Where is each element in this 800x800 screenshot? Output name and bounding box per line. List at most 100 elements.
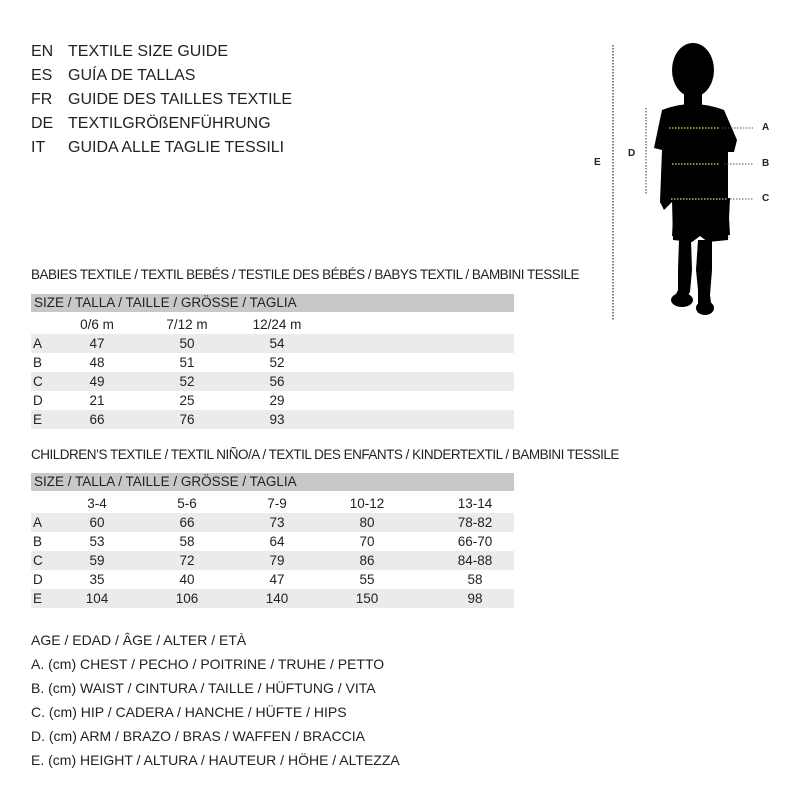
row-label: A: [33, 515, 43, 530]
table-row: C 59 72 79 86 84-88: [31, 551, 514, 570]
table-cell: 56: [269, 374, 285, 389]
table-row: E 66 76 93: [31, 410, 514, 429]
table-cell: 78-82: [457, 515, 493, 530]
label-e: E: [594, 157, 601, 168]
table-cell: 59: [89, 553, 105, 568]
table-cell: 21: [89, 393, 105, 408]
column-header: 3-4: [87, 496, 107, 511]
size-header: SIZE / TALLA / TAILLE / GRÖSSE / TAGLIA: [31, 473, 514, 491]
babies-section-title: BABIES TEXTILE / TEXTIL BEBÉS / TESTILE …: [31, 267, 579, 282]
table-cell: 55: [359, 572, 375, 587]
table-row: B 53 58 64 70 66-70: [31, 532, 514, 551]
column-header-row: 0/6 m 7/12 m 12/24 m: [31, 315, 514, 334]
table-cell: 140: [265, 591, 289, 606]
lang-code: FR: [31, 91, 53, 108]
table-cell: 49: [89, 374, 105, 389]
label-a: A: [762, 122, 770, 133]
legend-age: AGE / EDAD / ÂGE / ALTER / ETÀ: [31, 632, 247, 648]
label-c: C: [762, 193, 770, 204]
table-cell: 76: [179, 412, 195, 427]
table-cell: 93: [269, 412, 285, 427]
row-label: B: [33, 534, 43, 549]
table-cell: 50: [179, 336, 195, 351]
table-cell: 54: [269, 336, 285, 351]
legend-waist: B. (cm) WAIST / CINTURA / TAILLE / HÜFTU…: [31, 680, 376, 696]
column-header: 7-9: [267, 496, 287, 511]
lang-code: IT: [31, 139, 46, 156]
measurement-legend: AGE / EDAD / ÂGE / ALTER / ETÀ A. (cm) C…: [31, 628, 400, 772]
row-label: E: [33, 412, 43, 427]
table-cell: 84-88: [457, 553, 493, 568]
table-cell: 53: [89, 534, 105, 549]
column-header: 13-14: [457, 496, 493, 511]
table-cell: 47: [269, 572, 285, 587]
table-cell: 52: [269, 355, 285, 370]
table-cell: 72: [179, 553, 195, 568]
row-label: D: [33, 393, 43, 408]
column-header: 0/6 m: [80, 317, 114, 332]
legend-height: E. (cm) HEIGHT / ALTURA / HAUTEUR / HÖHE…: [31, 752, 400, 768]
table-cell: 64: [269, 534, 285, 549]
row-label-spacer: [31, 315, 52, 334]
lang-fr: FR GUIDE DES TAILLES TEXTILE: [31, 88, 292, 112]
lang-code: DE: [31, 115, 54, 132]
legend-arm: D. (cm) ARM / BRAZO / BRAS / WAFFEN / BR…: [31, 728, 365, 744]
table-cell: 47: [89, 336, 105, 351]
table-cell: 80: [359, 515, 375, 530]
measure-leader-lines: [722, 127, 753, 200]
table-row: A 47 50 54: [31, 334, 514, 353]
label-d: D: [628, 148, 636, 159]
table-cell: 58: [179, 534, 195, 549]
lang-it: IT GUIDA ALLE TAGLIE TESSILI: [31, 136, 292, 160]
table-cell: 98: [467, 591, 483, 606]
table-cell: 25: [179, 393, 195, 408]
lang-title: GUÍA DE TALLAS: [68, 67, 196, 84]
lang-title: TEXTILE SIZE GUIDE: [68, 43, 229, 60]
table-row: D 21 25 29: [31, 391, 514, 410]
lang-title: GUIDA ALLE TAGLIE TESSILI: [68, 139, 285, 156]
row-label: D: [33, 572, 43, 587]
table-cell: 104: [85, 591, 109, 606]
column-header: 5-6: [177, 496, 197, 511]
table-cell: 48: [89, 355, 105, 370]
table-cell: 29: [269, 393, 285, 408]
table-cell: 70: [359, 534, 375, 549]
row-label: B: [33, 355, 43, 370]
child-silhouette-icon: [654, 43, 737, 315]
table-cell: 58: [467, 572, 483, 587]
column-header: 7/12 m: [166, 317, 208, 332]
babies-size-table: SIZE / TALLA / TAILLE / GRÖSSE / TAGLIA …: [31, 294, 514, 429]
table-cell: 66-70: [457, 534, 493, 549]
lang-en: EN TEXTILE SIZE GUIDE: [31, 40, 292, 64]
lang-de: DE TEXTILGRÖßENFÜHRUNG: [31, 112, 292, 136]
column-header: 12/24 m: [252, 317, 302, 332]
label-b: B: [762, 158, 770, 169]
table-row: C 49 52 56: [31, 372, 514, 391]
row-label: C: [33, 374, 43, 389]
table-cell: 73: [269, 515, 285, 530]
lang-es: ES GUÍA DE TALLAS: [31, 64, 292, 88]
lang-title: GUIDE DES TAILLES TEXTILE: [68, 91, 293, 108]
table-cell: 51: [179, 355, 195, 370]
column-header-row: 3-4 5-6 7-9 10-12 13-14: [31, 494, 514, 513]
row-label-spacer: [31, 494, 52, 513]
measure-lines: [669, 127, 728, 200]
column-header: 10-12: [349, 496, 385, 511]
language-titles: EN TEXTILE SIZE GUIDE ES GUÍA DE TALLAS FR…: [31, 40, 292, 160]
table-cell: 79: [269, 553, 285, 568]
table-cell: 150: [355, 591, 379, 606]
row-label: E: [33, 591, 43, 606]
children-section-title: CHILDREN’S TEXTILE / TEXTIL NIÑO/A / TEX…: [31, 447, 619, 462]
table-row: A 60 66 73 80 78-82: [31, 513, 514, 532]
table-row: B 48 51 52: [31, 353, 514, 372]
table-cell: 66: [89, 412, 105, 427]
table-cell: 52: [179, 374, 195, 389]
legend-hip: C. (cm) HIP / CADERA / HANCHE / HÜFTE / …: [31, 704, 347, 720]
table-cell: 86: [359, 553, 375, 568]
table-cell: 106: [175, 591, 199, 606]
table-cell: 40: [179, 572, 195, 587]
legend-chest: A. (cm) CHEST / PECHO / POITRINE / TRUHE…: [31, 656, 385, 672]
table-cell: 35: [89, 572, 105, 587]
row-label: A: [33, 336, 43, 351]
table-cell: 66: [179, 515, 195, 530]
